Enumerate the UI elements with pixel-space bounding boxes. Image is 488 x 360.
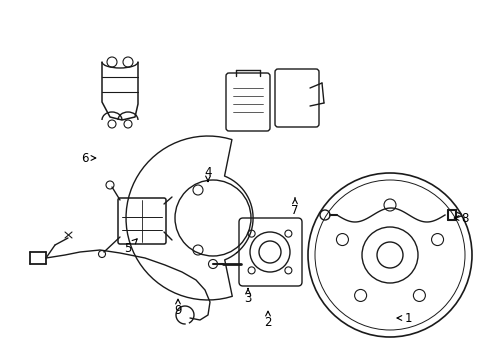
Text: 6: 6 [81,152,96,165]
Text: 5: 5 [124,239,137,255]
Text: 1: 1 [396,311,411,324]
Text: 7: 7 [291,198,298,216]
Text: 9: 9 [174,299,182,316]
Text: 8: 8 [453,211,468,225]
Text: 3: 3 [244,289,251,305]
Text: 4: 4 [204,166,211,181]
Text: 2: 2 [264,311,271,328]
